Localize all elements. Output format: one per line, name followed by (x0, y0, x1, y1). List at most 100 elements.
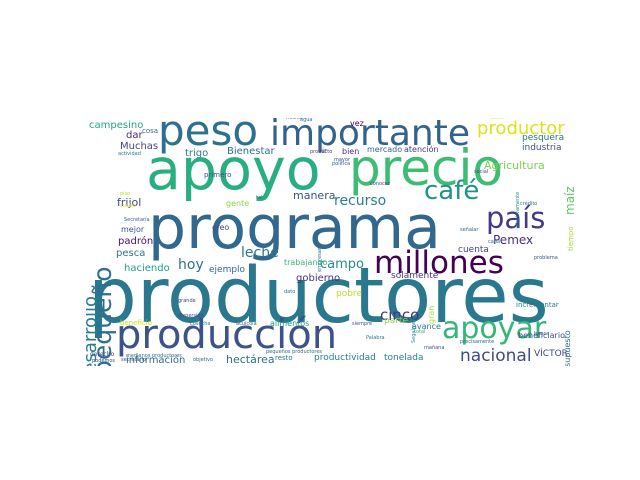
word-manera: manera (293, 189, 336, 202)
word-bienestar: Bienestar (227, 146, 275, 157)
word-pesquera: pesquera (522, 133, 565, 143)
word-solamente: solamente (391, 271, 439, 281)
word-creo: creo (212, 223, 230, 232)
word-muchas: Muchas (120, 141, 159, 152)
word-resto: resto (275, 354, 293, 362)
word-frijol: frijol (117, 196, 142, 209)
word-cinco: cinco (380, 306, 420, 324)
word-piso: piso (120, 191, 131, 197)
word-gente: gente (226, 199, 250, 208)
word-trabajando: trabajando (284, 258, 328, 267)
word-total: total (414, 329, 426, 335)
word-grande: grande (178, 298, 196, 304)
word-cosecha: cosecha (190, 321, 211, 327)
word-pobre: pobre (336, 289, 362, 299)
word-trigo: trigo (185, 148, 209, 159)
word-avance: avance (412, 322, 441, 331)
word-palabra: Palabra (366, 335, 385, 341)
word-manana: mañana (424, 345, 445, 351)
word-industria: industria (522, 143, 562, 153)
word-incrementar: incrementar (516, 301, 559, 309)
word-secretario: secretario (121, 357, 146, 363)
word-vez: vez (350, 119, 364, 128)
word-recurso: recurso (334, 193, 387, 209)
word-agricultura: Agricultura (484, 159, 545, 172)
word-dato: dato (284, 289, 296, 295)
word-produccion: producción (116, 312, 338, 358)
word-politica: política (332, 161, 351, 167)
word-apoyo: apoyo (146, 137, 321, 203)
word-empresas: empresas (317, 247, 323, 272)
word-maiz: maíz (563, 186, 577, 215)
word-campo: campo (320, 257, 364, 272)
word-mismo: mismo (286, 118, 303, 121)
word-hectarea: hectárea (226, 353, 275, 366)
word-leche: leche (241, 245, 279, 261)
word-cana: caña (488, 239, 501, 245)
word-pesca: pesca (116, 248, 146, 259)
word-informacion: información (126, 355, 186, 366)
word-producto: producto (310, 149, 333, 155)
word-productividad: productividad (314, 353, 376, 363)
word-campesino: campesino (89, 120, 144, 131)
word-garantia: Garantía (86, 344, 89, 366)
word-agua: agua (300, 118, 313, 123)
word-social: social (474, 169, 489, 175)
word-cuenta: cuenta (458, 245, 489, 255)
word-peso: peso (158, 118, 259, 155)
word-efectivamente: efectivamente (515, 191, 521, 228)
word-atencion: atención (404, 145, 439, 154)
word-derecho: derecho (90, 351, 115, 358)
word-pemex: Pemex (493, 233, 534, 247)
word-bien: bien (342, 147, 360, 156)
word-parte: parte (384, 316, 408, 326)
word-millones: millones (374, 245, 504, 281)
word-senalar: señalar (460, 227, 479, 233)
word-cosa: cosa (142, 127, 159, 135)
word-mejor: mejor (121, 225, 145, 234)
word-medianos-productores: medianos productores (126, 353, 182, 359)
word-ir: ir (322, 147, 327, 155)
word-podemos: podemos (92, 358, 116, 364)
word-programa: programa (148, 193, 441, 263)
word-hoy: hoy (178, 257, 204, 273)
word-pequenos-productores: pequeños productores (266, 349, 323, 355)
word-beneficio: beneficio (120, 319, 152, 327)
word-dar: dar (126, 130, 143, 141)
word-secretaria: Secretaría (124, 217, 150, 223)
word-objetivo: objetivo (193, 357, 214, 363)
word-padron: padrón (118, 236, 154, 247)
word-ejemplo: ejemplo (209, 265, 246, 275)
word-beneficiario: beneficiario (518, 331, 565, 340)
word-cafe: café (424, 176, 480, 206)
word-mercado: mercado (367, 145, 403, 154)
word-acuicola: acuícola (236, 321, 257, 327)
word-banca: banca (534, 331, 550, 337)
word-cuatro: cuatro (120, 203, 136, 209)
word-nacional: nacional (460, 346, 532, 366)
word-tonelada: tonelada (384, 353, 424, 363)
word-gran: gran (427, 305, 436, 324)
word-haciendo: haciendo (124, 263, 170, 274)
word-siempre: siempre (352, 321, 373, 327)
word-tal: tal (256, 195, 263, 201)
word-problema: problema (534, 255, 558, 261)
word-actividad: actividad (118, 151, 141, 157)
word-tiempo: tiempo (567, 226, 575, 251)
word-pais: país (486, 201, 546, 235)
word-mayor: mayor (334, 157, 351, 163)
word-conocer: conocer (370, 181, 390, 187)
word-primero: primero (204, 171, 232, 179)
word-cloud: productores programa apoyo precio produc… (86, 118, 584, 366)
word-productor: productor (477, 118, 565, 139)
word-victor: VÍCTOR (534, 349, 568, 359)
word-alimentos: alimentos (270, 319, 310, 328)
word-productores: productores (88, 252, 549, 341)
word-importante: importante (270, 118, 471, 154)
word-cacao: cacao (490, 118, 505, 121)
word-apoyar: apoyar (442, 311, 547, 346)
word-credito: crédito (520, 201, 538, 207)
word-precisamente: precisamente (460, 339, 495, 345)
word-gobierno: gobierno (296, 273, 341, 284)
word-dispersion: dispersión (178, 313, 204, 319)
